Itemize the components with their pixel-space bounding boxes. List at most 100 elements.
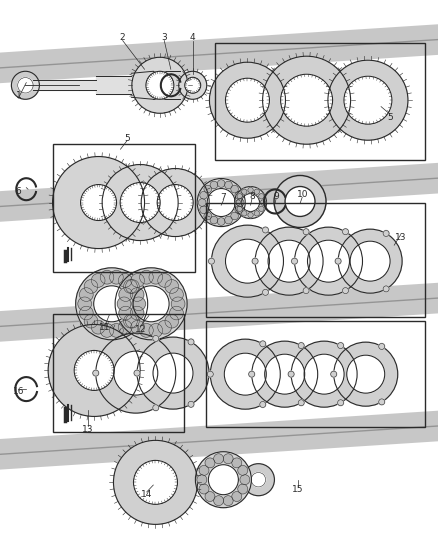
- Circle shape: [131, 273, 145, 287]
- Circle shape: [347, 355, 385, 393]
- Circle shape: [223, 454, 233, 464]
- Circle shape: [251, 472, 265, 487]
- Circle shape: [294, 227, 363, 295]
- Bar: [53, 314, 184, 432]
- Circle shape: [11, 71, 39, 99]
- Circle shape: [248, 188, 253, 193]
- Circle shape: [205, 458, 215, 468]
- Circle shape: [209, 62, 286, 138]
- Circle shape: [234, 187, 267, 219]
- Text: 1: 1: [15, 92, 21, 100]
- Circle shape: [79, 288, 93, 302]
- Circle shape: [140, 324, 153, 337]
- Circle shape: [210, 216, 218, 224]
- Circle shape: [350, 241, 390, 281]
- Circle shape: [242, 211, 247, 216]
- Circle shape: [124, 280, 137, 293]
- Circle shape: [262, 227, 268, 233]
- Circle shape: [117, 297, 131, 311]
- Bar: [206, 203, 425, 317]
- Circle shape: [207, 371, 213, 377]
- Circle shape: [260, 401, 266, 407]
- Circle shape: [208, 258, 215, 264]
- Circle shape: [100, 324, 114, 337]
- Circle shape: [130, 288, 144, 302]
- Circle shape: [198, 199, 206, 206]
- Circle shape: [84, 314, 98, 328]
- Circle shape: [141, 168, 209, 237]
- Circle shape: [113, 440, 198, 524]
- Circle shape: [134, 370, 140, 376]
- Circle shape: [307, 240, 350, 282]
- Text: 2: 2: [120, 33, 125, 42]
- Circle shape: [131, 320, 145, 334]
- Circle shape: [126, 280, 139, 293]
- Circle shape: [338, 400, 344, 406]
- Circle shape: [235, 191, 243, 199]
- Polygon shape: [79, 80, 96, 90]
- Circle shape: [288, 371, 294, 377]
- Text: 15: 15: [292, 485, 304, 494]
- Circle shape: [281, 74, 332, 126]
- Circle shape: [285, 187, 315, 216]
- Circle shape: [119, 306, 133, 320]
- Bar: [215, 43, 425, 160]
- Circle shape: [185, 77, 201, 93]
- Circle shape: [53, 157, 145, 248]
- Circle shape: [232, 491, 242, 502]
- Circle shape: [208, 465, 238, 495]
- Circle shape: [265, 354, 305, 394]
- Text: 6: 6: [15, 188, 21, 196]
- Circle shape: [298, 400, 304, 406]
- Text: 13: 13: [82, 425, 93, 433]
- Circle shape: [214, 496, 223, 506]
- Circle shape: [238, 465, 248, 475]
- Circle shape: [210, 339, 280, 409]
- Circle shape: [379, 343, 385, 350]
- Circle shape: [114, 351, 158, 395]
- Circle shape: [79, 306, 93, 320]
- Circle shape: [207, 189, 235, 216]
- Circle shape: [74, 350, 114, 391]
- Circle shape: [110, 324, 123, 337]
- Circle shape: [93, 370, 99, 376]
- Circle shape: [199, 465, 209, 475]
- Circle shape: [124, 314, 137, 328]
- Circle shape: [248, 212, 253, 217]
- Circle shape: [344, 76, 392, 124]
- Circle shape: [212, 225, 283, 297]
- Polygon shape: [33, 80, 79, 90]
- Circle shape: [115, 268, 187, 340]
- Circle shape: [252, 341, 318, 407]
- Circle shape: [158, 320, 171, 334]
- Text: 7: 7: [220, 193, 226, 201]
- Text: 8: 8: [249, 192, 255, 200]
- Circle shape: [119, 288, 133, 302]
- Circle shape: [204, 212, 212, 220]
- Circle shape: [237, 199, 244, 206]
- Circle shape: [274, 175, 326, 228]
- Text: 16: 16: [13, 387, 24, 396]
- Text: 4: 4: [190, 33, 195, 42]
- Text: 12: 12: [134, 325, 146, 334]
- Circle shape: [78, 297, 92, 311]
- Text: 10: 10: [297, 190, 308, 199]
- Circle shape: [338, 229, 402, 293]
- Circle shape: [110, 270, 123, 284]
- Circle shape: [223, 496, 233, 506]
- Circle shape: [158, 273, 171, 287]
- Circle shape: [383, 230, 389, 237]
- Circle shape: [132, 57, 188, 114]
- Circle shape: [217, 180, 225, 187]
- Circle shape: [210, 181, 218, 189]
- Circle shape: [170, 306, 184, 320]
- Circle shape: [343, 229, 349, 235]
- Circle shape: [96, 333, 176, 413]
- Circle shape: [259, 206, 264, 212]
- Text: 3: 3: [161, 33, 167, 42]
- Circle shape: [188, 401, 194, 407]
- Circle shape: [18, 78, 33, 93]
- Circle shape: [235, 200, 241, 205]
- Circle shape: [383, 286, 389, 292]
- Circle shape: [149, 324, 162, 337]
